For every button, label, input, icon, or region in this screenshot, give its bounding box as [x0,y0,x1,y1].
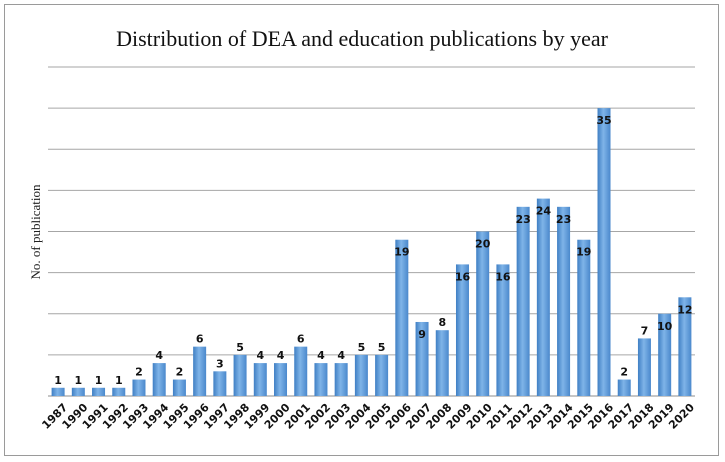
data-label-1997: 3 [216,357,224,370]
data-label-1990: 1 [75,374,83,387]
bar-2002 [314,363,328,396]
data-label-2014: 23 [556,213,571,226]
data-label-2001: 6 [297,333,305,346]
data-label-2002: 4 [317,349,325,362]
data-label-2011: 16 [495,270,511,283]
data-label-1993: 2 [135,366,143,379]
data-label-2015: 19 [576,246,591,259]
bars [51,108,692,396]
bar-1996 [193,346,207,396]
bar-1995 [172,379,186,396]
data-label-1998: 5 [236,341,244,354]
bar-1999 [253,363,267,396]
bar-2004 [354,354,368,396]
data-label-1995: 2 [176,366,184,379]
bar-2013 [536,198,550,396]
data-label-1994: 4 [155,349,163,362]
data-label-1987: 1 [54,374,62,387]
data-label-2007: 9 [418,328,426,341]
bar-2014 [557,206,571,396]
data-label-2010: 20 [475,238,491,251]
bar-2005 [375,354,389,396]
bar-1997 [213,371,227,396]
bar-2016 [597,108,611,396]
data-label-2020: 12 [677,303,692,316]
bar-1994 [152,363,166,396]
data-label-2006: 19 [394,246,409,259]
bar-1990 [71,387,85,396]
data-label-2019: 10 [657,320,673,333]
data-label-2000: 4 [277,349,285,362]
bar-2011 [496,264,510,396]
data-label-1992: 1 [115,374,123,387]
bar-2020 [678,297,692,396]
data-label-2005: 5 [378,341,386,354]
bar-2008 [435,330,449,396]
data-label-2009: 16 [455,270,471,283]
bar-2001 [294,346,308,396]
bar-1998 [233,354,247,396]
y-axis-label: No. of publication [28,184,43,279]
bar-2006 [395,239,409,396]
bar-1992 [112,387,126,396]
chart-title: Distribution of DEA and education public… [116,26,609,51]
data-label-2017: 2 [620,366,628,379]
x-tick-labels: 1987199019911992199319941995199619971998… [39,401,697,432]
bar-2018 [637,338,651,396]
bar-2015 [577,239,591,396]
data-label-2016: 35 [596,114,611,127]
bar-1993 [132,379,146,396]
data-label-1999: 4 [256,349,264,362]
data-label-2013: 24 [536,205,552,218]
data-label-1996: 6 [196,333,204,346]
data-label-1991: 1 [95,374,103,387]
data-label-2012: 23 [515,213,530,226]
data-label-2003: 4 [337,349,345,362]
bar-2007 [415,321,429,396]
data-label-2018: 7 [641,324,649,337]
bar-2003 [334,363,348,396]
bar-1987 [51,387,65,396]
data-label-2004: 5 [358,341,366,354]
bar-1991 [92,387,106,396]
bar-2012 [516,206,530,396]
bar-2010 [476,231,490,396]
data-label-2008: 8 [438,316,446,329]
bar-2019 [658,313,672,396]
bar-2000 [274,363,288,396]
bar-2009 [455,264,469,396]
bar-2017 [617,379,631,396]
